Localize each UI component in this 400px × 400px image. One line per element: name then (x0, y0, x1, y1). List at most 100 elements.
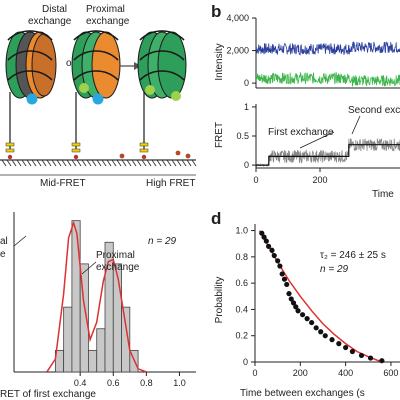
histogram-fit-curve (46, 220, 147, 373)
panel-a: Distal exchange Proximal exchange or (0, 4, 197, 189)
histogram-bar (96, 328, 106, 373)
proximal-pointer-icon (81, 261, 97, 275)
time-between-exchanges-label: Time between exchanges (s (240, 388, 365, 399)
survival-data-point (322, 333, 328, 339)
distal-pointer-icon (13, 235, 27, 247)
histogram-bar (88, 349, 98, 373)
first-exchange-annotation: First exchange (268, 127, 334, 138)
survival-data-point (284, 281, 290, 288)
tau-annotation: τ₂ = 246 ± 25 s (320, 250, 386, 261)
nucleosome-proximal-icon (71, 30, 121, 150)
survival-data-point (281, 276, 288, 282)
probability-y-tick-label: 1.0 (235, 226, 248, 236)
panel-letter-b: b (211, 2, 221, 21)
survival-data-point (336, 341, 342, 347)
fret-x-tick-label: 0 (253, 175, 258, 185)
histogram-x-axis-label: RET of first exchange (0, 389, 96, 400)
survival-data-point (343, 344, 349, 351)
proximal-annotation-line1: Proximal (96, 250, 135, 261)
histogram-bar (63, 306, 73, 373)
arrowhead-icon (134, 62, 141, 70)
survival-data-point (275, 258, 281, 264)
histogram-bar (121, 306, 131, 373)
probability-y-tick-label: 0.8 (235, 252, 248, 262)
survival-data-point (313, 325, 319, 331)
survival-n-label: n = 29 (320, 264, 349, 275)
fret-x-tick-label: 200 (312, 175, 327, 185)
survival-data-point (265, 243, 272, 249)
first-exchange-pointer-icon (299, 131, 335, 149)
fret-step-fit (256, 144, 400, 166)
histogram-bar (79, 263, 89, 373)
histogram-x-tick-label: 0.8 (140, 378, 153, 388)
fret-y-tick-label: 1 (244, 102, 249, 112)
time-x-tick-label: 600 (383, 368, 398, 378)
fret-y-tick-label: 0 (244, 160, 249, 170)
distal-annotation-line2: e (0, 249, 6, 260)
intensity-y-tick-label: 4,000 (226, 13, 249, 23)
proximal-label-line1: Proximal (86, 4, 125, 15)
probability-y-tick-label: 0 (243, 357, 248, 367)
panel-b: b Intensity FRET Time 0 2,000 4,000 0 0.5 1 0… (211, 2, 400, 200)
panel-c: 0.4 0.6 0.8 1.0 n = 29 al e Proximal exchan… (0, 212, 196, 400)
survival-data-point (288, 296, 294, 302)
survival-data-point (329, 337, 335, 343)
time-x-tick-label: 0 (252, 368, 257, 378)
probability-y-tick-label: 0.6 (235, 278, 248, 288)
survival-data-point (299, 312, 306, 318)
survival-data-point (269, 247, 275, 253)
probability-y-tick-label: 0.2 (235, 331, 248, 341)
nucleosome-high-fret-icon (137, 30, 187, 150)
high-fret-label: High FRET (146, 178, 195, 189)
histogram-n-label: n = 29 (148, 236, 177, 247)
distal-label-line2: exchange (28, 16, 72, 27)
survival-data-point (304, 316, 310, 322)
donor-intensity-trace (256, 71, 400, 87)
survival-data-point (261, 234, 267, 240)
survival-data-point (358, 352, 365, 359)
fret-axis-label: FRET (214, 122, 225, 148)
surface-icon (0, 159, 197, 167)
second-exchange-annotation: Second exc (348, 105, 400, 116)
or-label: or (66, 58, 76, 69)
survival-data-point (271, 252, 277, 259)
survival-data-point (263, 238, 269, 244)
survival-data-point (367, 355, 374, 361)
histogram-bar (71, 220, 81, 373)
mid-fret-label: Mid-FRET (40, 178, 86, 189)
panel-d: d Probability 0 0.2 0.4 0.6 0.8 1.0 0 200 400 600… (211, 209, 400, 399)
proximal-label-line2: exchange (86, 16, 130, 27)
histogram-x-tick-label: 0.4 (74, 378, 87, 388)
distal-label-line1: Distal (42, 4, 67, 15)
survival-data-point (349, 348, 356, 355)
survival-data-point (309, 319, 315, 326)
survival-data-point (279, 271, 285, 277)
acceptor-intensity-trace (256, 40, 400, 56)
survival-data-point (286, 291, 292, 297)
survival-data-point (293, 304, 299, 310)
survival-data-point (277, 263, 283, 269)
survival-data-point (295, 308, 301, 314)
histogram-x-tick-label: 1.0 (173, 378, 186, 388)
time-axis-label: Time (372, 189, 394, 200)
panel-letter-d: d (211, 209, 221, 228)
intensity-axis-label: Intensity (214, 43, 225, 80)
histogram-x-tick-label: 0.6 (107, 378, 120, 388)
survival-data-point (290, 300, 297, 306)
time-x-tick-label: 200 (293, 368, 308, 378)
histogram-bar (112, 263, 122, 373)
survival-data-point (379, 358, 385, 364)
survival-data-point (259, 230, 265, 236)
dye-markers-icon (5, 142, 191, 160)
time-x-tick-label: 400 (338, 368, 353, 378)
distal-annotation-line1: al (0, 236, 8, 247)
proximal-annotation-line2: exchange (96, 262, 140, 273)
second-exchange-pointer-icon (351, 115, 361, 135)
intensity-y-tick-label: 0 (244, 78, 249, 88)
probability-y-tick-label: 0.4 (235, 304, 248, 314)
fret-raw-trace (256, 138, 400, 168)
fret-y-tick-label: 0.5 (236, 131, 249, 141)
intensity-y-tick-label: 2,000 (226, 46, 249, 56)
probability-axis-label: Probability (214, 277, 225, 324)
survival-data-point (318, 329, 324, 335)
